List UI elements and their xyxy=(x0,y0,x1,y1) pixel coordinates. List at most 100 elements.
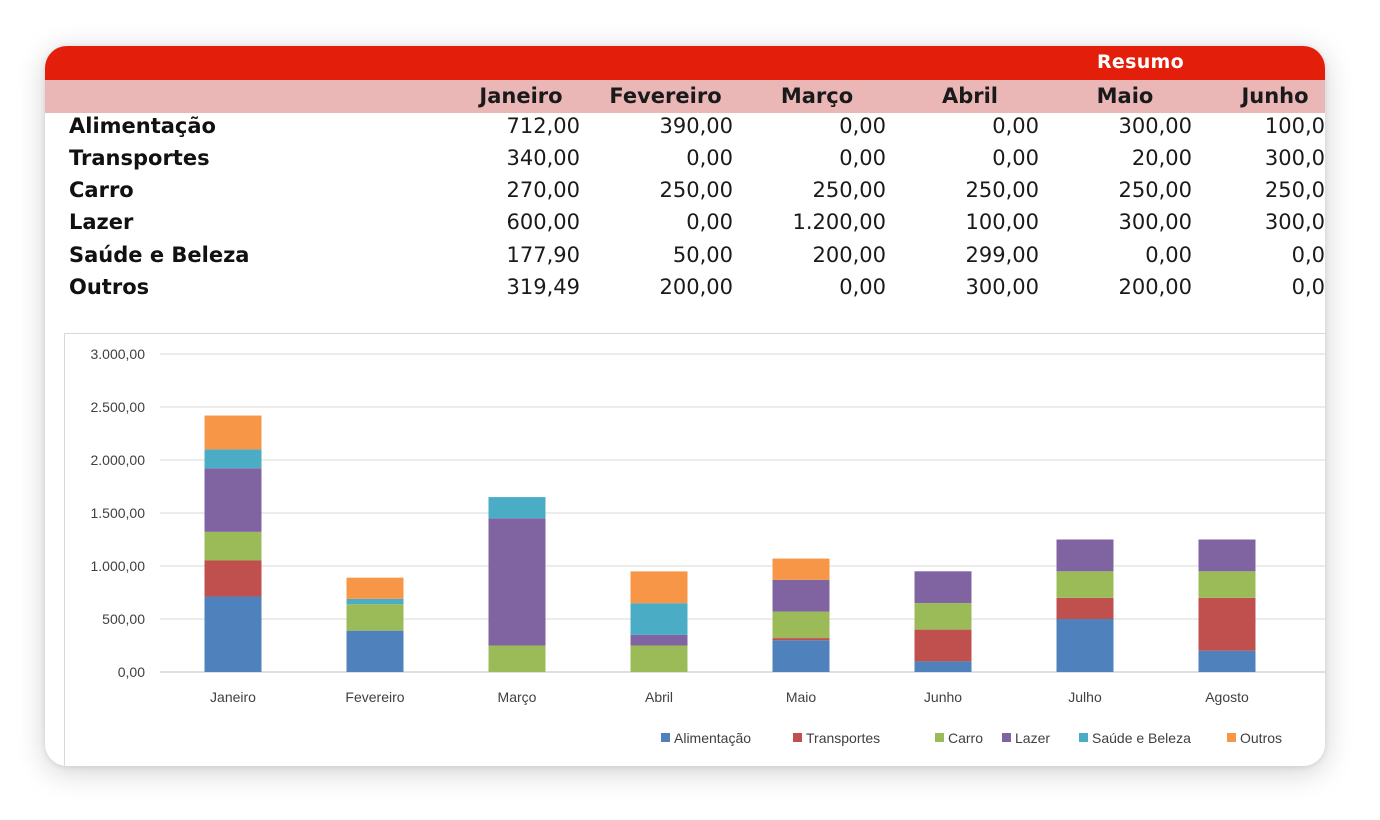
row-label-carro[interactable]: Carro xyxy=(69,178,134,202)
legend-swatch xyxy=(793,733,802,742)
table-cell[interactable]: 712,00 xyxy=(506,114,580,138)
table-cell[interactable]: 100,00 xyxy=(965,210,1039,234)
x-tick-label: Fevereiro xyxy=(345,689,404,705)
row-label-outros[interactable]: Outros xyxy=(69,275,150,299)
table-cell[interactable]: 50,00 xyxy=(672,243,733,267)
legend-swatch xyxy=(661,733,670,742)
table-cell[interactable]: 300,00 xyxy=(1118,114,1192,138)
bar-segment xyxy=(204,531,262,561)
stacked-bar-chart: 0,00 500,00 1.000,00 1.500,00 2.000,00 2.500,… xyxy=(91,346,1325,746)
legend-label: Alimentação xyxy=(674,730,751,746)
table-cell[interactable]: 250,00 xyxy=(1118,178,1192,202)
y-tick-label: 2.500,00 xyxy=(91,399,146,415)
row-label-transportes[interactable]: Transportes xyxy=(69,146,210,170)
bar-segment xyxy=(630,645,688,672)
table-cell[interactable]: 0,0 xyxy=(1291,243,1325,267)
table-cell[interactable]: 250,00 xyxy=(965,178,1039,202)
table-cell[interactable]: 300,00 xyxy=(1118,210,1192,234)
x-tick-label: Junho xyxy=(924,689,962,705)
table-cell[interactable]: 200,00 xyxy=(1118,275,1192,299)
row-label-lazer[interactable]: Lazer xyxy=(69,210,134,234)
month-header-marco[interactable]: Março xyxy=(780,84,854,108)
legend-label: Lazer xyxy=(1015,730,1050,746)
bar-segment xyxy=(204,560,262,597)
summary-title: Resumo xyxy=(1097,51,1185,73)
month-header-junho[interactable]: Junho xyxy=(1241,84,1309,108)
month-header-maio[interactable]: Maio xyxy=(1096,84,1154,108)
table-cell[interactable]: 0,0 xyxy=(1291,275,1325,299)
table-cell[interactable]: 177,90 xyxy=(506,243,580,267)
row-label-saude-e-beleza[interactable]: Saúde e Beleza xyxy=(69,243,250,267)
bar-segment xyxy=(1056,571,1114,598)
bar-segment xyxy=(630,603,688,635)
chart-area[interactable]: 0,00 500,00 1.000,00 1.500,00 2.000,00 2.500,… xyxy=(64,333,1325,766)
bar-segment xyxy=(346,630,404,672)
bar-segment xyxy=(1056,539,1114,572)
bar-segment xyxy=(346,604,404,631)
y-tick-label: 3.000,00 xyxy=(91,346,146,362)
table-cell[interactable]: 300,0 xyxy=(1264,210,1325,234)
bar-segment xyxy=(772,579,830,612)
bar-segment xyxy=(772,611,830,639)
table-cell[interactable]: 0,00 xyxy=(686,210,733,234)
x-tick-label: Agosto xyxy=(1205,689,1249,705)
x-tick-label: Março xyxy=(498,689,537,705)
legend-label: Outros xyxy=(1240,730,1282,746)
bar-segment xyxy=(1198,650,1256,672)
bar-segment xyxy=(346,577,404,599)
table-cell[interactable]: 200,00 xyxy=(812,243,886,267)
bar-segment xyxy=(914,603,972,630)
row-label-alimentacao[interactable]: Alimentação xyxy=(69,114,216,138)
legend-swatch xyxy=(1002,733,1011,742)
table-cell[interactable]: 0,00 xyxy=(1145,243,1192,267)
table-cell[interactable]: 0,00 xyxy=(839,146,886,170)
table-cell[interactable]: 300,00 xyxy=(965,275,1039,299)
table-cell[interactable]: 0,00 xyxy=(992,146,1039,170)
month-header-fevereiro[interactable]: Fevereiro xyxy=(609,84,722,108)
bar-segment xyxy=(772,640,830,672)
x-tick-label: Maio xyxy=(786,689,817,705)
bar-segment xyxy=(914,661,972,672)
bar-segment xyxy=(204,415,262,450)
table-cell[interactable]: 0,00 xyxy=(839,114,886,138)
bar-segment xyxy=(346,598,404,605)
legend-label: Carro xyxy=(948,730,983,746)
table-cell[interactable]: 250,00 xyxy=(812,178,886,202)
table-cell[interactable]: 299,00 xyxy=(965,243,1039,267)
y-tick-label: 500,00 xyxy=(102,611,145,627)
table-cell[interactable]: 0,00 xyxy=(839,275,886,299)
table-cell[interactable]: 0,00 xyxy=(686,146,733,170)
bar-segment xyxy=(488,645,546,672)
month-header-abril[interactable]: Abril xyxy=(941,84,999,108)
table-cell[interactable]: 20,00 xyxy=(1131,146,1192,170)
table-cell[interactable]: 250,00 xyxy=(659,178,733,202)
table-cell[interactable]: 390,00 xyxy=(659,114,733,138)
summary-title-bar: Resumo xyxy=(45,46,1325,80)
table-cell[interactable]: 300,0 xyxy=(1264,146,1325,170)
y-tick-label: 2.000,00 xyxy=(91,452,146,468)
bar-segment xyxy=(772,638,830,641)
legend-label: Transportes xyxy=(806,730,880,746)
summary-sheet: Resumo Janeiro Fevereiro Março Abril Mai… xyxy=(45,46,1325,766)
table-cell[interactable]: 250,0 xyxy=(1264,178,1325,202)
bar-segment xyxy=(204,468,262,532)
legend-swatch xyxy=(935,733,944,742)
table-cell[interactable]: 200,00 xyxy=(659,275,733,299)
table-cell[interactable]: 0,00 xyxy=(992,114,1039,138)
bar-segment xyxy=(1198,597,1256,651)
month-header-janeiro[interactable]: Janeiro xyxy=(479,84,563,108)
table-cell[interactable]: 270,00 xyxy=(506,178,580,202)
bar-segment xyxy=(204,596,262,672)
bar-segment xyxy=(1056,619,1114,672)
bar-segment xyxy=(488,518,546,646)
x-tick-label: Julho xyxy=(1068,689,1102,705)
table-cell[interactable]: 1.200,00 xyxy=(792,210,886,234)
table-cell[interactable]: 319,49 xyxy=(506,275,580,299)
x-tick-label: Abril xyxy=(645,689,673,705)
table-cell[interactable]: 340,00 xyxy=(506,146,580,170)
legend-label: Saúde e Beleza xyxy=(1092,730,1191,746)
table-cell[interactable]: 600,00 xyxy=(506,210,580,234)
table-cell[interactable]: 100,0 xyxy=(1264,114,1325,138)
bar-segment xyxy=(630,571,688,604)
y-tick-label: 0,00 xyxy=(118,664,145,680)
